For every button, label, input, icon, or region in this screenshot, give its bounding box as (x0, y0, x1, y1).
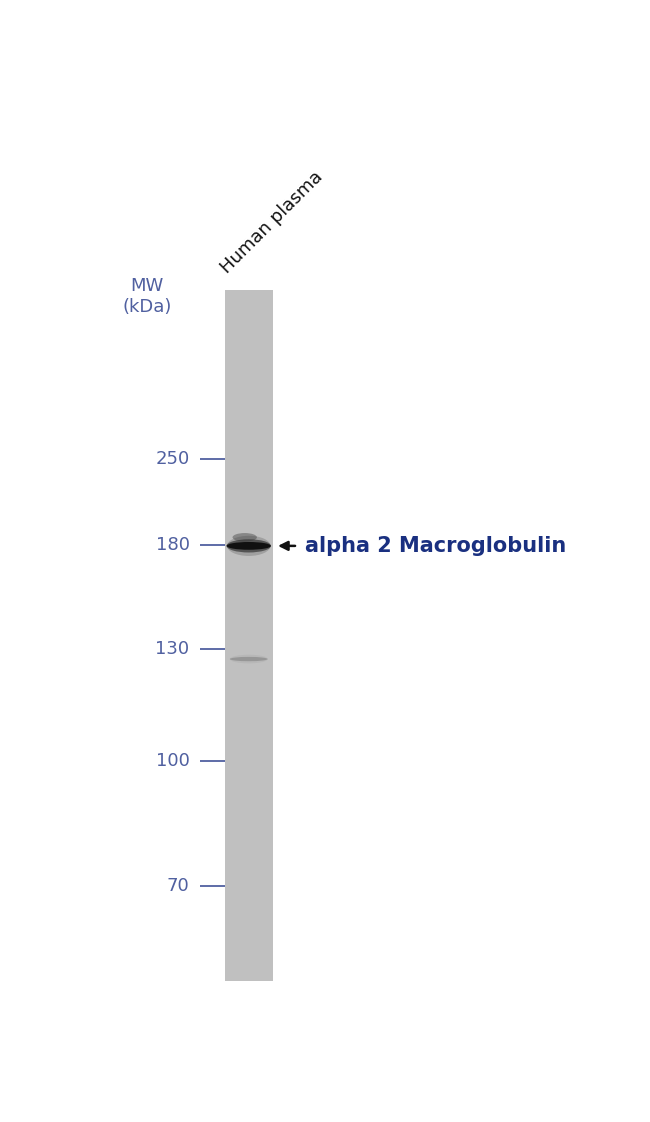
Ellipse shape (227, 540, 271, 552)
Text: 250: 250 (155, 450, 190, 468)
Ellipse shape (227, 536, 270, 557)
Text: alpha 2 Macroglobulin: alpha 2 Macroglobulin (306, 536, 567, 555)
Text: Human plasma: Human plasma (217, 168, 326, 277)
Ellipse shape (227, 542, 271, 550)
Text: 70: 70 (167, 877, 190, 895)
Text: 100: 100 (156, 752, 190, 770)
Bar (225, 291, 273, 982)
Ellipse shape (230, 655, 268, 663)
Text: 180: 180 (155, 536, 190, 554)
Ellipse shape (230, 656, 268, 661)
Text: MW
(kDa): MW (kDa) (122, 277, 172, 316)
Text: 130: 130 (155, 640, 190, 657)
Ellipse shape (233, 533, 257, 542)
